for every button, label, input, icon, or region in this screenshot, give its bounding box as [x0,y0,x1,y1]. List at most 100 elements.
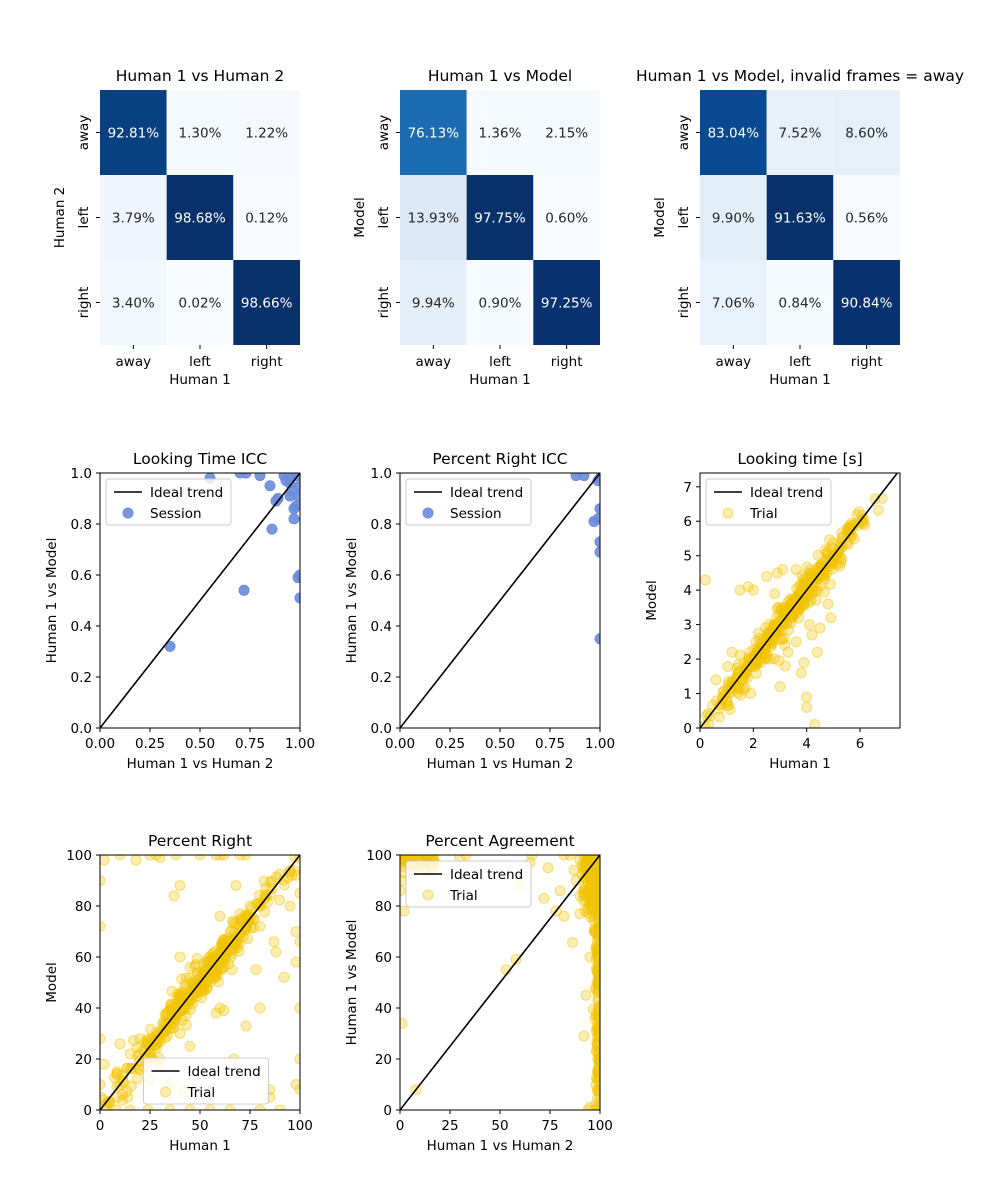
data-point [240,473,252,479]
heatmap-cell-label: 3.40% [112,296,155,312]
legend-marker-icon [422,507,434,519]
data-point [594,869,600,881]
data-point [170,855,182,861]
legend-label: Ideal trend [188,1064,261,1080]
y-tick-label: 80 [375,899,392,915]
x-tick-label: 0 [96,1118,105,1134]
data-point [134,1033,146,1045]
x-tick-label: right [551,354,583,370]
plot-area [700,473,899,728]
data-point [700,574,711,586]
data-point [822,598,834,610]
data-point [100,875,106,886]
data-point [254,1104,266,1110]
data-point [578,473,590,482]
data-point [859,519,871,531]
heatmap-cell [466,260,534,345]
data-point [122,1091,134,1103]
data-point [783,624,795,636]
data-point [400,885,406,897]
heatmap-cell [700,175,767,260]
data-point [809,719,821,728]
heatmap-cell [233,175,300,260]
scatter-6: 0 2 4 6 0 1 2 3 4 5 6 7 Looking time [s] Human 1 Model… [644,450,901,772]
heatmap-cell [466,90,534,175]
data-point [418,855,430,861]
x-tick-label: left [789,354,811,370]
data-point [124,1104,136,1110]
heatmap-cell-label: 91.63% [774,211,826,227]
x-tick-label: 0.75 [535,736,565,752]
data-point [274,1104,286,1110]
data-point [264,480,276,492]
data-point [787,593,799,605]
data-point [564,855,576,861]
y-tick-label: 20 [375,1052,392,1068]
heatmap-cell-label: 97.75% [474,211,526,227]
data-point [180,1010,192,1022]
x-tick-label: 0.00 [385,736,415,752]
y-tick-label: 0.0 [371,721,392,737]
data-point [234,908,246,920]
heatmap-cell-label: 83.04% [708,126,760,142]
x-tick-label: 1.00 [285,736,315,752]
data-point [272,493,284,504]
ideal-trend-line [700,473,899,728]
data-point [568,864,580,876]
y-tick-label: 0.8 [371,517,392,533]
data-point [292,837,302,847]
legend-box [405,860,532,908]
scatter-5: 0.00 0.25 0.50 0.75 1.00 0.0 0.2 0.4 0.6 0.8 1.0 Pe… [344,450,615,772]
chart-title: Looking time [s] [737,450,862,468]
y-axis-label: Model [44,962,60,1003]
ideal-trend-line [100,473,300,728]
x-axis-label: Human 1 vs Human 2 [127,756,274,772]
data-point [278,879,290,891]
data-point [843,527,855,539]
y-tick-label: right [676,287,692,319]
data-point [238,584,250,596]
legend: Ideal trend Trial [143,1057,269,1105]
data-point [221,936,233,948]
data-point [230,880,242,892]
data-point [742,581,754,593]
data-point [587,1003,599,1015]
data-point [114,1038,126,1050]
data-point [790,563,802,575]
data-point [190,959,202,971]
x-tick-label: 100 [587,1118,613,1134]
heatmap-cell [766,260,834,345]
x-axis-label: Human 1 vs Human 2 [427,756,574,772]
heatmap-cell-label: 9.90% [712,211,755,227]
data-point [592,977,600,988]
data-point [592,1053,600,1065]
data-point [586,889,598,901]
y-tick-label: left [676,207,692,229]
x-tick-label: 0.50 [485,736,515,752]
y-tick-label: left [76,207,92,229]
data-point [250,964,262,976]
y-tick-label: 0.0 [71,721,92,737]
data-point [526,855,538,861]
y-tick-label: 4 [683,583,692,599]
legend-label: Trial [187,1085,216,1101]
heatmap-cell [166,90,234,175]
data-point [184,961,196,973]
data-point [165,998,177,1010]
data-point [594,633,600,645]
data-point [594,961,600,973]
data-point [592,951,600,963]
heatmap-cell-label: 13.93% [408,211,460,227]
data-point [594,938,600,950]
data-point [100,1058,110,1070]
y-axis-label: Model [652,197,668,238]
data-point [799,578,811,590]
x-tick-label: 50 [191,1118,208,1134]
heatmap-cell [766,90,834,175]
data-point [254,473,266,482]
data-point [594,546,600,558]
data-point [801,701,813,713]
legend-box [143,1057,269,1105]
legend: Ideal trend Session [405,478,532,526]
